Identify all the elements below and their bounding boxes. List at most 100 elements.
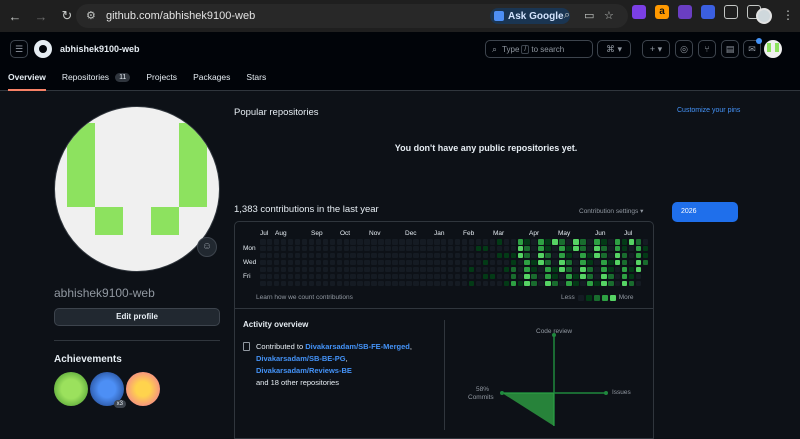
contribution-cell[interactable]: [294, 273, 301, 280]
learn-contributions-link[interactable]: Learn how we count contributions: [256, 294, 353, 301]
contribution-cell[interactable]: [628, 259, 635, 266]
contribution-cell[interactable]: [559, 273, 565, 280]
contribution-cell[interactable]: [628, 266, 635, 273]
contribution-cell[interactable]: [260, 239, 266, 245]
contribution-cell[interactable]: [434, 259, 440, 266]
contribution-cell[interactable]: [608, 252, 614, 259]
contribution-cell[interactable]: [461, 266, 468, 273]
contribution-cell[interactable]: [503, 280, 510, 287]
contribution-cell[interactable]: [468, 280, 475, 287]
contribution-cell[interactable]: [517, 273, 524, 280]
contribution-cell[interactable]: [260, 252, 266, 259]
contribution-cell[interactable]: [280, 239, 287, 245]
contribution-cell[interactable]: [357, 239, 363, 245]
contribution-cell[interactable]: [545, 245, 551, 252]
more-vert-icon[interactable]: ⋮: [782, 8, 794, 22]
contribution-cell[interactable]: [496, 245, 503, 252]
contribution-cell[interactable]: [447, 245, 454, 252]
contribution-cell[interactable]: [545, 259, 551, 266]
contribution-cell[interactable]: [273, 266, 280, 273]
contribution-cell[interactable]: [413, 245, 419, 252]
contribution-cell[interactable]: [580, 245, 586, 252]
tab-stars[interactable]: Stars: [246, 72, 267, 82]
contribution-cell[interactable]: [608, 266, 614, 273]
contribution-cell[interactable]: [538, 259, 544, 266]
tab-repositories[interactable]: Repositories 11: [54, 64, 139, 90]
contribution-cell[interactable]: [454, 245, 461, 252]
contribution-cell[interactable]: [287, 245, 294, 252]
contribution-cell[interactable]: [371, 245, 377, 252]
reload-icon[interactable]: ↻: [61, 8, 73, 23]
contribution-cell[interactable]: [322, 245, 329, 252]
contribution-cell[interactable]: [294, 239, 301, 245]
contribution-cell[interactable]: [350, 239, 356, 245]
contribution-cell[interactable]: [503, 273, 510, 280]
contribution-cell[interactable]: [552, 252, 558, 259]
contribution-cell[interactable]: [580, 280, 586, 287]
contribution-cell[interactable]: [440, 252, 447, 259]
contribution-cell[interactable]: [357, 280, 363, 287]
contribution-cell[interactable]: [371, 252, 377, 259]
contribution-cell[interactable]: [399, 239, 405, 245]
contribution-cell[interactable]: [427, 245, 433, 252]
contribution-cell[interactable]: [601, 273, 607, 280]
contribution-cell[interactable]: [315, 259, 322, 266]
contribution-cell[interactable]: [545, 266, 551, 273]
contribution-cell[interactable]: [587, 273, 593, 280]
contribution-cell[interactable]: [280, 259, 287, 266]
contribution-cell[interactable]: [461, 252, 468, 259]
contribution-cell[interactable]: [266, 273, 273, 280]
achievement-badge[interactable]: [54, 372, 88, 406]
contribution-cell[interactable]: [482, 259, 489, 266]
contribution-cell[interactable]: [635, 266, 642, 273]
contribution-cell[interactable]: [475, 239, 482, 245]
contribution-cell[interactable]: [266, 252, 273, 259]
contribution-cell[interactable]: [482, 280, 489, 287]
contribution-cell[interactable]: [294, 245, 301, 252]
contribution-cell[interactable]: [392, 259, 398, 266]
contribution-cell[interactable]: [357, 245, 363, 252]
contribution-cell[interactable]: [621, 280, 628, 287]
contribution-cell[interactable]: [440, 280, 447, 287]
contribution-cell[interactable]: [440, 245, 447, 252]
contribution-cell[interactable]: [308, 252, 315, 259]
contribution-cell[interactable]: [594, 273, 600, 280]
contribution-cell[interactable]: [434, 239, 440, 245]
contribution-cell[interactable]: [601, 280, 607, 287]
contribution-cell[interactable]: [336, 266, 343, 273]
contribution-cell[interactable]: [364, 273, 370, 280]
contribution-cell[interactable]: [273, 239, 280, 245]
contribution-cell[interactable]: [524, 280, 530, 287]
contribution-cell[interactable]: [531, 239, 537, 245]
contribution-cell[interactable]: [621, 273, 628, 280]
contribution-cell[interactable]: [538, 252, 544, 259]
contribution-cell[interactable]: [357, 259, 363, 266]
contribution-cell[interactable]: [468, 259, 475, 266]
contribution-cell[interactable]: [301, 239, 308, 245]
contribution-cell[interactable]: [434, 280, 440, 287]
contribution-cell[interactable]: [524, 266, 530, 273]
contribution-cell[interactable]: [364, 245, 370, 252]
contribution-cell[interactable]: [468, 273, 475, 280]
contribution-cell[interactable]: [510, 266, 517, 273]
contribution-cell[interactable]: [614, 273, 621, 280]
contribution-cell[interactable]: [420, 239, 426, 245]
contribution-cell[interactable]: [594, 252, 600, 259]
contribution-settings-button[interactable]: Contribution settings ▾: [579, 208, 644, 215]
contribution-cell[interactable]: [566, 266, 572, 273]
contribution-cell[interactable]: [503, 259, 510, 266]
contribution-cell[interactable]: [552, 273, 558, 280]
contribution-cell[interactable]: [308, 259, 315, 266]
contribution-cell[interactable]: [287, 252, 294, 259]
contribution-cell[interactable]: [378, 280, 384, 287]
bookmark-star-icon[interactable]: ☆: [604, 10, 614, 22]
contribution-cell[interactable]: [301, 245, 308, 252]
contribution-cell[interactable]: [378, 273, 384, 280]
contribution-cell[interactable]: [343, 252, 350, 259]
contribution-cell[interactable]: [524, 259, 530, 266]
zoom-icon[interactable]: ⌕: [564, 9, 571, 21]
contribution-cell[interactable]: [642, 239, 649, 245]
contribution-cell[interactable]: [482, 266, 489, 273]
contribution-cell[interactable]: [364, 259, 370, 266]
puzzle-icon[interactable]: [724, 5, 738, 19]
